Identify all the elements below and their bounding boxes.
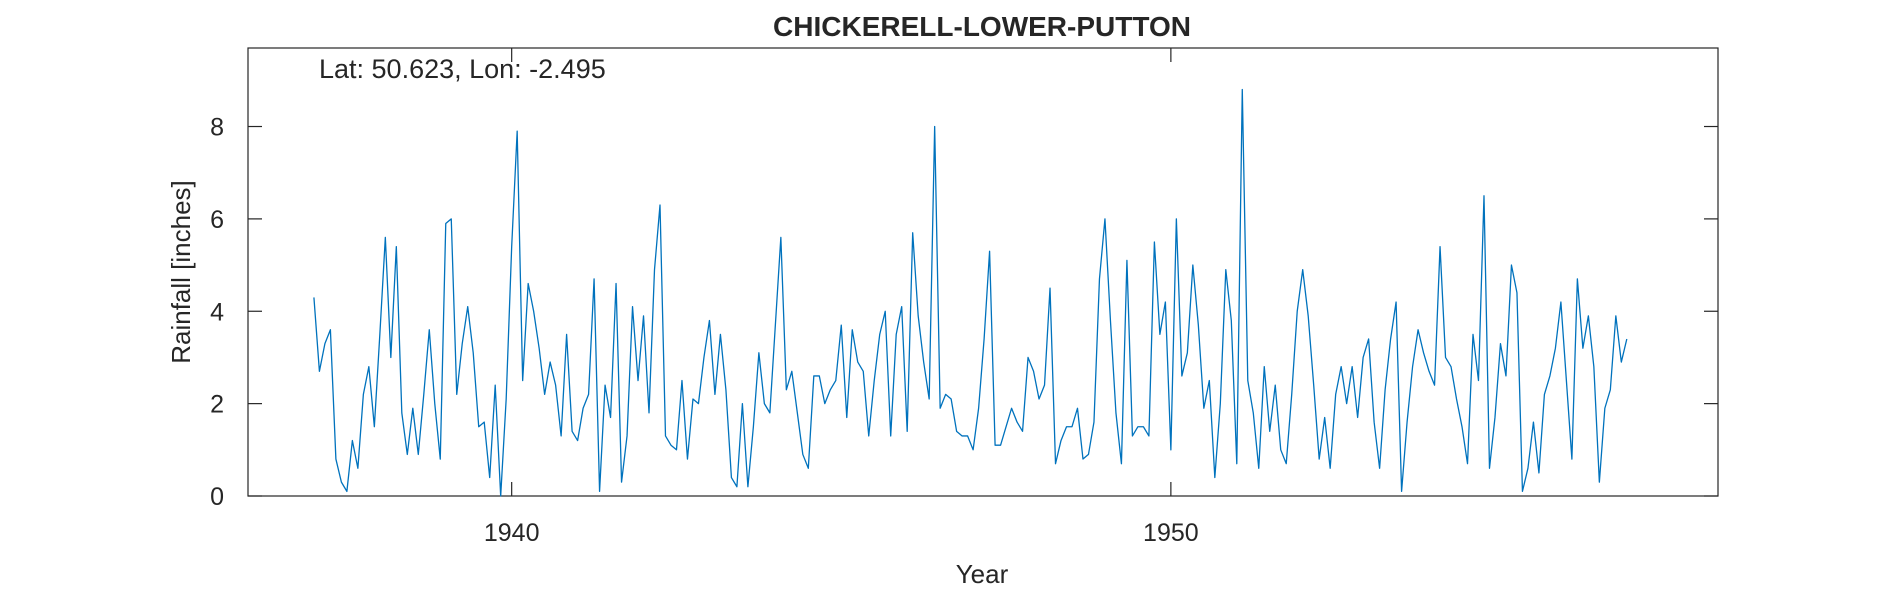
series-line: [313, 88, 1628, 497]
y-tick-label: 8: [210, 114, 224, 142]
y-tick-label: 2: [210, 391, 224, 419]
chart-title: CHICKERELL-LOWER-PUTTON: [773, 11, 1191, 42]
y-axis-ticks: 0 2 4 6 8: [210, 114, 1718, 511]
y-tick-label: 0: [210, 483, 224, 511]
plot-area: [247, 47, 1719, 497]
x-axis-label: Year: [956, 559, 1009, 589]
location-annotation: Lat: 50.623, Lon: -2.495: [319, 54, 606, 84]
y-axis-label: Rainfall [inches]: [166, 180, 196, 364]
x-tick-label: 1950: [1143, 519, 1199, 547]
y-tick-label: 6: [210, 206, 224, 234]
x-axis-ticks: 1940 1950: [484, 48, 1199, 547]
y-tick-label: 4: [210, 298, 224, 326]
x-tick-label: 1940: [484, 519, 540, 547]
